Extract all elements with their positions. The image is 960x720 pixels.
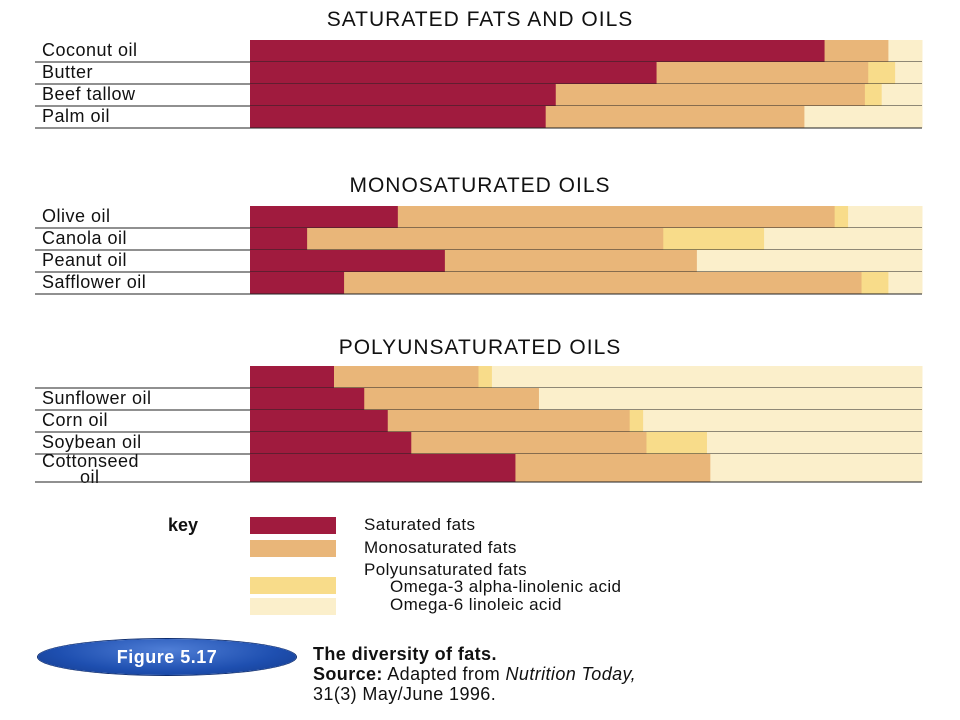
key-label: Monosaturated fats xyxy=(364,538,517,557)
bar-segment-saturated xyxy=(250,62,658,84)
bar-segment-saturated xyxy=(250,206,399,228)
bar-segment-omega3 xyxy=(861,272,889,294)
bar-segment-saturated xyxy=(250,366,335,388)
row-label: Peanut oil xyxy=(42,250,127,270)
key-swatch-omega6 xyxy=(250,598,336,615)
bar-segment-saturated xyxy=(250,250,446,272)
bar-segment-omega6 xyxy=(696,250,923,272)
row-label: Coconut oil xyxy=(42,40,138,60)
bar-segment-omega6 xyxy=(643,410,923,432)
bar-segment-saturated xyxy=(250,410,389,432)
bar-segment-omega6 xyxy=(706,432,923,454)
bar-segment-saturated xyxy=(250,454,516,482)
bar-segment-monosaturated xyxy=(387,410,631,432)
row-label: Canola oil xyxy=(42,228,127,248)
bar-segment-monosaturated xyxy=(364,388,540,410)
bar-segment-omega6 xyxy=(848,206,923,228)
bar-segment-monosaturated xyxy=(344,272,863,294)
bar-segment-omega3 xyxy=(834,206,849,228)
bar-segment-omega3 xyxy=(629,410,644,432)
bar-segment-saturated xyxy=(250,40,826,62)
row-label: Safflower oil xyxy=(42,272,146,292)
bar-segment-saturated xyxy=(250,228,308,250)
bar-segment-omega3 xyxy=(478,366,493,388)
row-label: Cottonseed xyxy=(42,451,139,471)
caption-source-text: Adapted from xyxy=(387,664,506,684)
caption-source-label: Source: xyxy=(313,664,383,684)
bar-segment-monosaturated xyxy=(411,432,647,454)
bar-segment-saturated xyxy=(250,106,547,128)
caption-title: The diversity of fats. xyxy=(313,644,497,664)
bar-segment-saturated xyxy=(250,84,557,106)
key-label: Omega-6 linoleic acid xyxy=(390,595,562,614)
key-label: Polyunsaturated fats xyxy=(364,560,527,579)
section-title: SATURATED FATS AND OILS xyxy=(327,8,634,31)
bar-segment-monosaturated xyxy=(656,62,869,84)
bar-segment-monosaturated xyxy=(555,84,866,106)
key-label: Omega-3 alpha-linolenic acid xyxy=(390,577,621,596)
row-label: Olive oil xyxy=(42,206,111,226)
key-title: key xyxy=(168,515,198,535)
row-label: oil xyxy=(80,467,100,487)
bar-segment-monosaturated xyxy=(397,206,836,228)
caption-source-issue: 31(3) May/June 1996. xyxy=(313,684,497,704)
figure-number-badge: Figure 5.17 xyxy=(38,639,296,675)
bar-segment-omega6 xyxy=(881,84,923,106)
bar-segment-omega6 xyxy=(895,62,923,84)
row-label: Beef tallow xyxy=(42,84,136,104)
bar-segment-omega3 xyxy=(663,228,765,250)
bar-segment-monosaturated xyxy=(444,250,698,272)
row-label: Palm oil xyxy=(42,106,110,126)
bar-segment-monosaturated xyxy=(515,454,711,482)
bar-segment-omega3 xyxy=(864,84,883,106)
row-label: Soybean oil xyxy=(42,432,142,452)
key-label: Saturated fats xyxy=(364,515,475,534)
row-label: Sunflower oil xyxy=(42,388,152,408)
bar-segment-omega6 xyxy=(538,388,923,410)
bar-segment-omega6 xyxy=(888,40,923,62)
key-swatch-monosaturated xyxy=(250,540,336,557)
bar-segment-monosaturated xyxy=(824,40,889,62)
bar-segment-omega3 xyxy=(646,432,708,454)
section-title: MONOSATURATED OILS xyxy=(349,174,610,197)
bar-segment-omega3 xyxy=(868,62,896,84)
figure-caption: The diversity of fats. Source: Adapted f… xyxy=(313,644,953,704)
caption-source-journal: Nutrition Today, xyxy=(505,664,636,684)
row-label: Corn oil xyxy=(42,410,108,430)
key-swatch-omega3 xyxy=(250,577,336,594)
bar-segment-monosaturated xyxy=(334,366,479,388)
bar-segment-monosaturated xyxy=(307,228,664,250)
bar-segment-omega6 xyxy=(804,106,923,128)
bar-segment-saturated xyxy=(250,272,345,294)
row-label: Butter xyxy=(42,62,93,82)
figure-number: Figure 5.17 xyxy=(116,646,218,667)
bar-segment-saturated xyxy=(250,388,365,410)
section-title: POLYUNSATURATED OILS xyxy=(339,336,622,359)
bar-segment-omega6 xyxy=(888,272,923,294)
bar-segment-omega6 xyxy=(710,454,923,482)
bar-segment-omega6 xyxy=(764,228,923,250)
key-swatch-saturated xyxy=(250,517,336,534)
bar-segment-monosaturated xyxy=(545,106,805,128)
bar-segment-omega6 xyxy=(491,366,923,388)
bar-segment-saturated xyxy=(250,432,412,454)
